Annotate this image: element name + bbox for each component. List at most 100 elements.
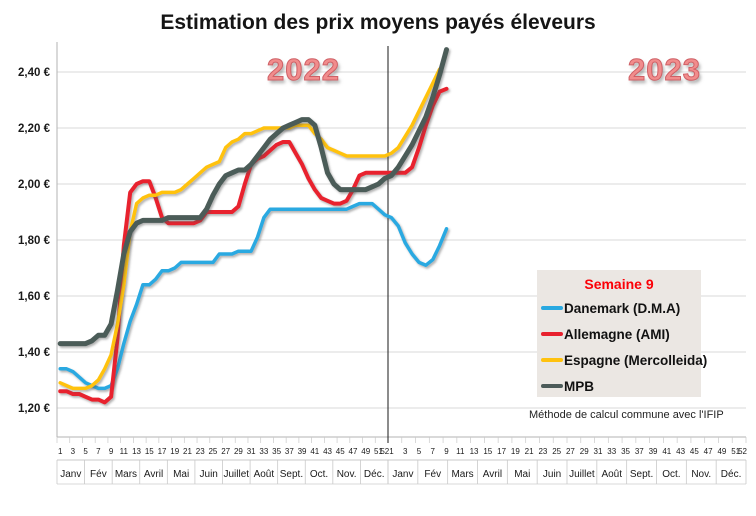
axis-layer: 2,40 € 2,20 € 2,00 € 1,80 € 1,60 € 1,40 € 1,20… [18, 42, 748, 485]
legend-swatch-mpb [541, 384, 563, 388]
month-label-Janv: Janv [392, 469, 413, 480]
series-layer [57, 47, 449, 405]
month-label-Mars: Mars [115, 469, 137, 480]
y-tick-label: 1,60 € [18, 291, 51, 303]
week-label: 37 [635, 447, 644, 456]
week-label: 17 [497, 447, 506, 456]
legend-label-danemark: Danemark (D.M.A) [564, 300, 681, 316]
week-label: 41 [662, 447, 671, 456]
week-label: 41 [310, 447, 319, 456]
month-label-Mai: Mai [173, 469, 189, 480]
week-label: 27 [221, 447, 230, 456]
series-line-espagne [58, 67, 442, 391]
month-label-Fév: Fév [90, 469, 107, 480]
legend-label-mpb: MPB [564, 378, 594, 394]
week-label: 15 [483, 447, 492, 456]
week-label: 29 [580, 447, 589, 456]
month-label-Oct.: Oct. [310, 469, 328, 480]
legend-label-allemagne: Allemagne (AMI) [564, 326, 670, 342]
week-label: 5 [417, 447, 422, 456]
month-label-Oct.: Oct. [662, 469, 680, 480]
month-label-Déc.: Déc. [721, 469, 742, 480]
y-tick-label: 1,80 € [18, 235, 51, 247]
week-label: 43 [676, 447, 685, 456]
legend-title: Semaine 9 [584, 276, 654, 292]
week-label: 13 [132, 447, 141, 456]
y-tick-label: 2,40 € [18, 67, 51, 79]
week-label: 25 [208, 447, 217, 456]
week-label: 9 [109, 447, 114, 456]
month-label-Juillet: Juillet [569, 469, 595, 480]
week-label: 52 [738, 447, 747, 456]
week-label: 45 [690, 447, 699, 456]
week-label: 21 [525, 447, 534, 456]
y-tick-label: 1,20 € [18, 403, 51, 415]
month-label-Juin: Juin [543, 469, 561, 480]
week-label: 25 [552, 447, 561, 456]
legend-box: Semaine 9 Danemark (D.M.A) Allemagne (AMI… [537, 270, 707, 399]
week-label: 11 [120, 447, 129, 456]
week-label: 31 [247, 447, 256, 456]
week-label: 17 [158, 447, 167, 456]
week-label: 31 [594, 447, 603, 456]
month-label-Avril: Avril [483, 469, 502, 480]
week-label: 9 [444, 447, 449, 456]
week-label: 37 [285, 447, 294, 456]
legend-item-espagne: Espagne (Mercolleida) [537, 347, 707, 373]
year-label-2022: 2022 [267, 52, 340, 88]
legend-swatch-espagne [541, 358, 563, 362]
month-label-Sept.: Sept. [280, 469, 303, 480]
month-label-Août: Août [254, 469, 275, 480]
legend-swatch-allemagne [541, 332, 563, 336]
month-label-Avril: Avril [144, 469, 163, 480]
month-label-Nov.: Nov. [691, 469, 711, 480]
y-tick-label: 1,40 € [18, 347, 51, 359]
week-label: 5 [83, 447, 88, 456]
week-label: 27 [566, 447, 575, 456]
week-label: 3 [71, 447, 76, 456]
week-label: 19 [511, 447, 520, 456]
week-label: 49 [717, 447, 726, 456]
month-label-Fév: Fév [424, 469, 441, 480]
week-label: 47 [704, 447, 713, 456]
legend-item-mpb: MPB [537, 373, 701, 399]
legend-label-espagne: Espagne (Mercolleida) [564, 352, 708, 368]
week-label: 49 [361, 447, 370, 456]
series-line-mpb [57, 47, 449, 347]
week-label: 7 [96, 447, 101, 456]
week-label: 35 [272, 447, 281, 456]
legend-note: Méthode de calcul commune avec l'IFIP [529, 409, 724, 421]
week-label: 39 [649, 447, 658, 456]
year-label-2023: 2023 [628, 52, 701, 88]
week-label: 51 [374, 447, 383, 456]
week-label: 43 [323, 447, 332, 456]
week-label: 23 [538, 447, 547, 456]
grid-layer [57, 71, 746, 409]
month-label-Juin: Juin [200, 469, 218, 480]
week-label: 1 [58, 447, 63, 456]
week-label: 39 [298, 447, 307, 456]
week-label: 52 [380, 447, 389, 456]
week-label: 23 [196, 447, 205, 456]
week-label: 29 [234, 447, 243, 456]
legend-item-danemark: Danemark (D.M.A) [537, 295, 701, 321]
week-label: 1 [389, 447, 394, 456]
month-label-Mars: Mars [451, 469, 473, 480]
legend-item-allemagne: Allemagne (AMI) [537, 321, 701, 347]
week-label: 11 [456, 447, 465, 456]
month-label-Nov.: Nov. [337, 469, 357, 480]
y-tick-label: 2,20 € [18, 123, 51, 135]
month-label-Août: Août [601, 469, 622, 480]
month-label-Janv: Janv [60, 469, 81, 480]
week-label: 51 [731, 447, 740, 456]
week-label: 33 [259, 447, 268, 456]
week-label: 15 [145, 447, 154, 456]
week-label: 45 [336, 447, 345, 456]
week-label: 13 [470, 447, 479, 456]
week-label: 33 [607, 447, 616, 456]
week-label: 7 [431, 447, 436, 456]
month-label-Sept.: Sept. [630, 469, 653, 480]
week-label: 47 [349, 447, 358, 456]
month-label-Juillet: Juillet [224, 469, 250, 480]
